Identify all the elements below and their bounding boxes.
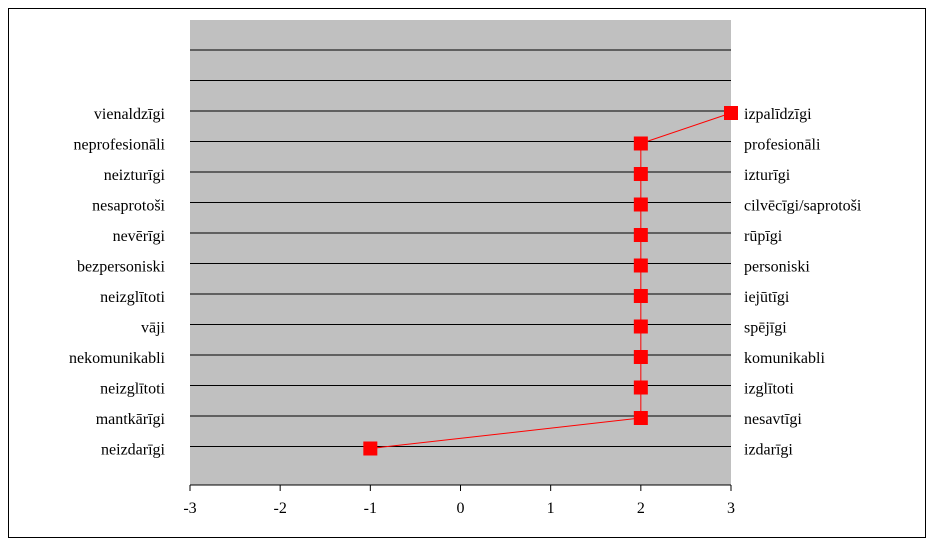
series-markers [363, 106, 738, 456]
right-label: iejūtīgi [744, 289, 790, 306]
left-label: nekomunikabli [69, 350, 166, 367]
data-point [633, 258, 648, 273]
right-label: cilvēcīgi/saprotoši [744, 198, 862, 215]
data-point [633, 197, 648, 212]
data-point [363, 441, 378, 456]
left-label: neizglītoti [100, 289, 165, 306]
data-point [633, 289, 648, 303]
data-point [724, 106, 738, 120]
right-label: nesavtīgi [744, 411, 802, 428]
right-labels: izpalīdzīgi profesionāli izturīgi cilvēcīgi… [744, 106, 862, 459]
data-point [633, 136, 648, 151]
right-label: izglītoti [744, 381, 794, 398]
right-label: izturīgi [744, 167, 791, 184]
left-labels: vienaldzīgi neprofesionāli neizturīgi nesap… [69, 106, 166, 459]
x-tick-label: 0 [457, 500, 465, 517]
data-point [633, 228, 648, 242]
x-tick-label: 2 [637, 500, 645, 517]
left-label: nesaprotoši [92, 198, 165, 215]
x-tick-label: 1 [547, 500, 555, 517]
left-label: vāji [141, 320, 166, 337]
x-tick-label: 3 [727, 500, 735, 517]
data-point [633, 319, 648, 334]
left-label: neizglītoti [100, 381, 165, 398]
right-label: izpalīdzīgi [744, 106, 812, 123]
right-label: komunikabli [744, 350, 825, 367]
left-label: neprofesionāli [73, 137, 165, 154]
right-label: profesionāli [744, 137, 821, 154]
left-label: vienaldzīgi [94, 106, 166, 123]
x-tick-label: -3 [183, 500, 196, 517]
data-point [633, 350, 648, 364]
x-tick-label: -1 [364, 500, 377, 517]
left-label: nevērīgi [113, 228, 166, 245]
right-label: izdarīgi [744, 442, 793, 459]
data-point [633, 167, 648, 181]
right-label: spējīgi [744, 320, 787, 337]
plot-area [190, 20, 731, 485]
x-tick-label: -2 [274, 500, 287, 517]
left-label: bezpersoniski [77, 259, 166, 276]
left-label: neizdarīgi [101, 442, 166, 459]
right-label: rūpīgi [744, 228, 783, 245]
left-label: neizturīgi [104, 167, 166, 184]
data-point [633, 380, 648, 395]
right-label: personiski [744, 259, 810, 276]
data-point [633, 411, 648, 425]
left-label: mantkārīgi [96, 411, 166, 428]
x-axis: -3 -2 -1 0 1 2 3 [183, 484, 735, 517]
